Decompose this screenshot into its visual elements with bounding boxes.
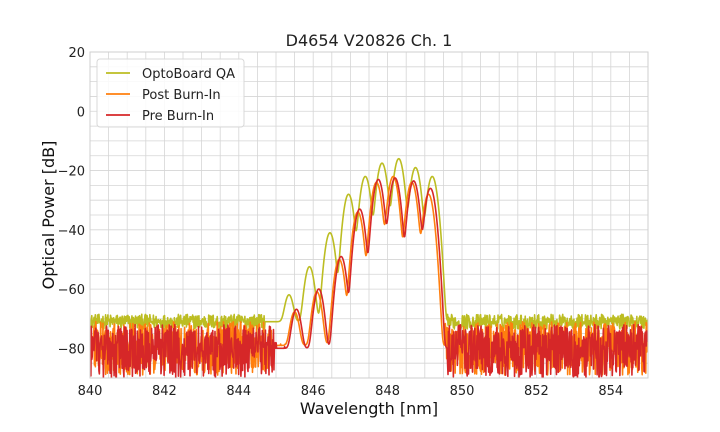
y-tick-label: −40 (58, 224, 85, 239)
x-tick-label: 854 (598, 384, 623, 399)
legend-label: Post Burn-In (142, 88, 221, 103)
series-layer (90, 157, 648, 378)
legend-label: OptoBoard QA (142, 67, 235, 82)
x-axis: 840 842 844 846 848 850 852 854 (78, 384, 624, 399)
series-line-optoboard-qa (90, 157, 648, 330)
legend-box (96, 58, 245, 128)
legend: OptoBoard QA Post Burn-In Pre Burn-In (96, 58, 245, 128)
x-tick-label: 840 (78, 384, 103, 399)
x-tick-label: 842 (152, 384, 177, 399)
plot-frame (89, 51, 649, 379)
x-tick-label: 846 (301, 384, 326, 399)
legend-label: Pre Burn-In (142, 109, 214, 124)
x-tick-label: 852 (524, 384, 549, 399)
x-tick-label: 850 (450, 384, 475, 399)
chart-title: D4654 V20826 Ch. 1 (286, 31, 453, 50)
y-axis-title: Optical Power [dB] (39, 141, 58, 290)
y-tick-label: −60 (58, 283, 85, 298)
y-tick-label: −20 (58, 165, 85, 180)
x-axis-title: Wavelength [nm] (300, 399, 438, 418)
y-tick-label: 0 (77, 105, 85, 120)
series-line-pre-burn-in (90, 177, 648, 378)
y-axis: 20 0 −20 −40 −60 −80 (58, 46, 85, 357)
x-tick-label: 848 (375, 384, 400, 399)
y-tick-label: −80 (58, 342, 85, 357)
y-tick-label: 20 (68, 46, 85, 61)
x-tick-label: 844 (226, 384, 251, 399)
